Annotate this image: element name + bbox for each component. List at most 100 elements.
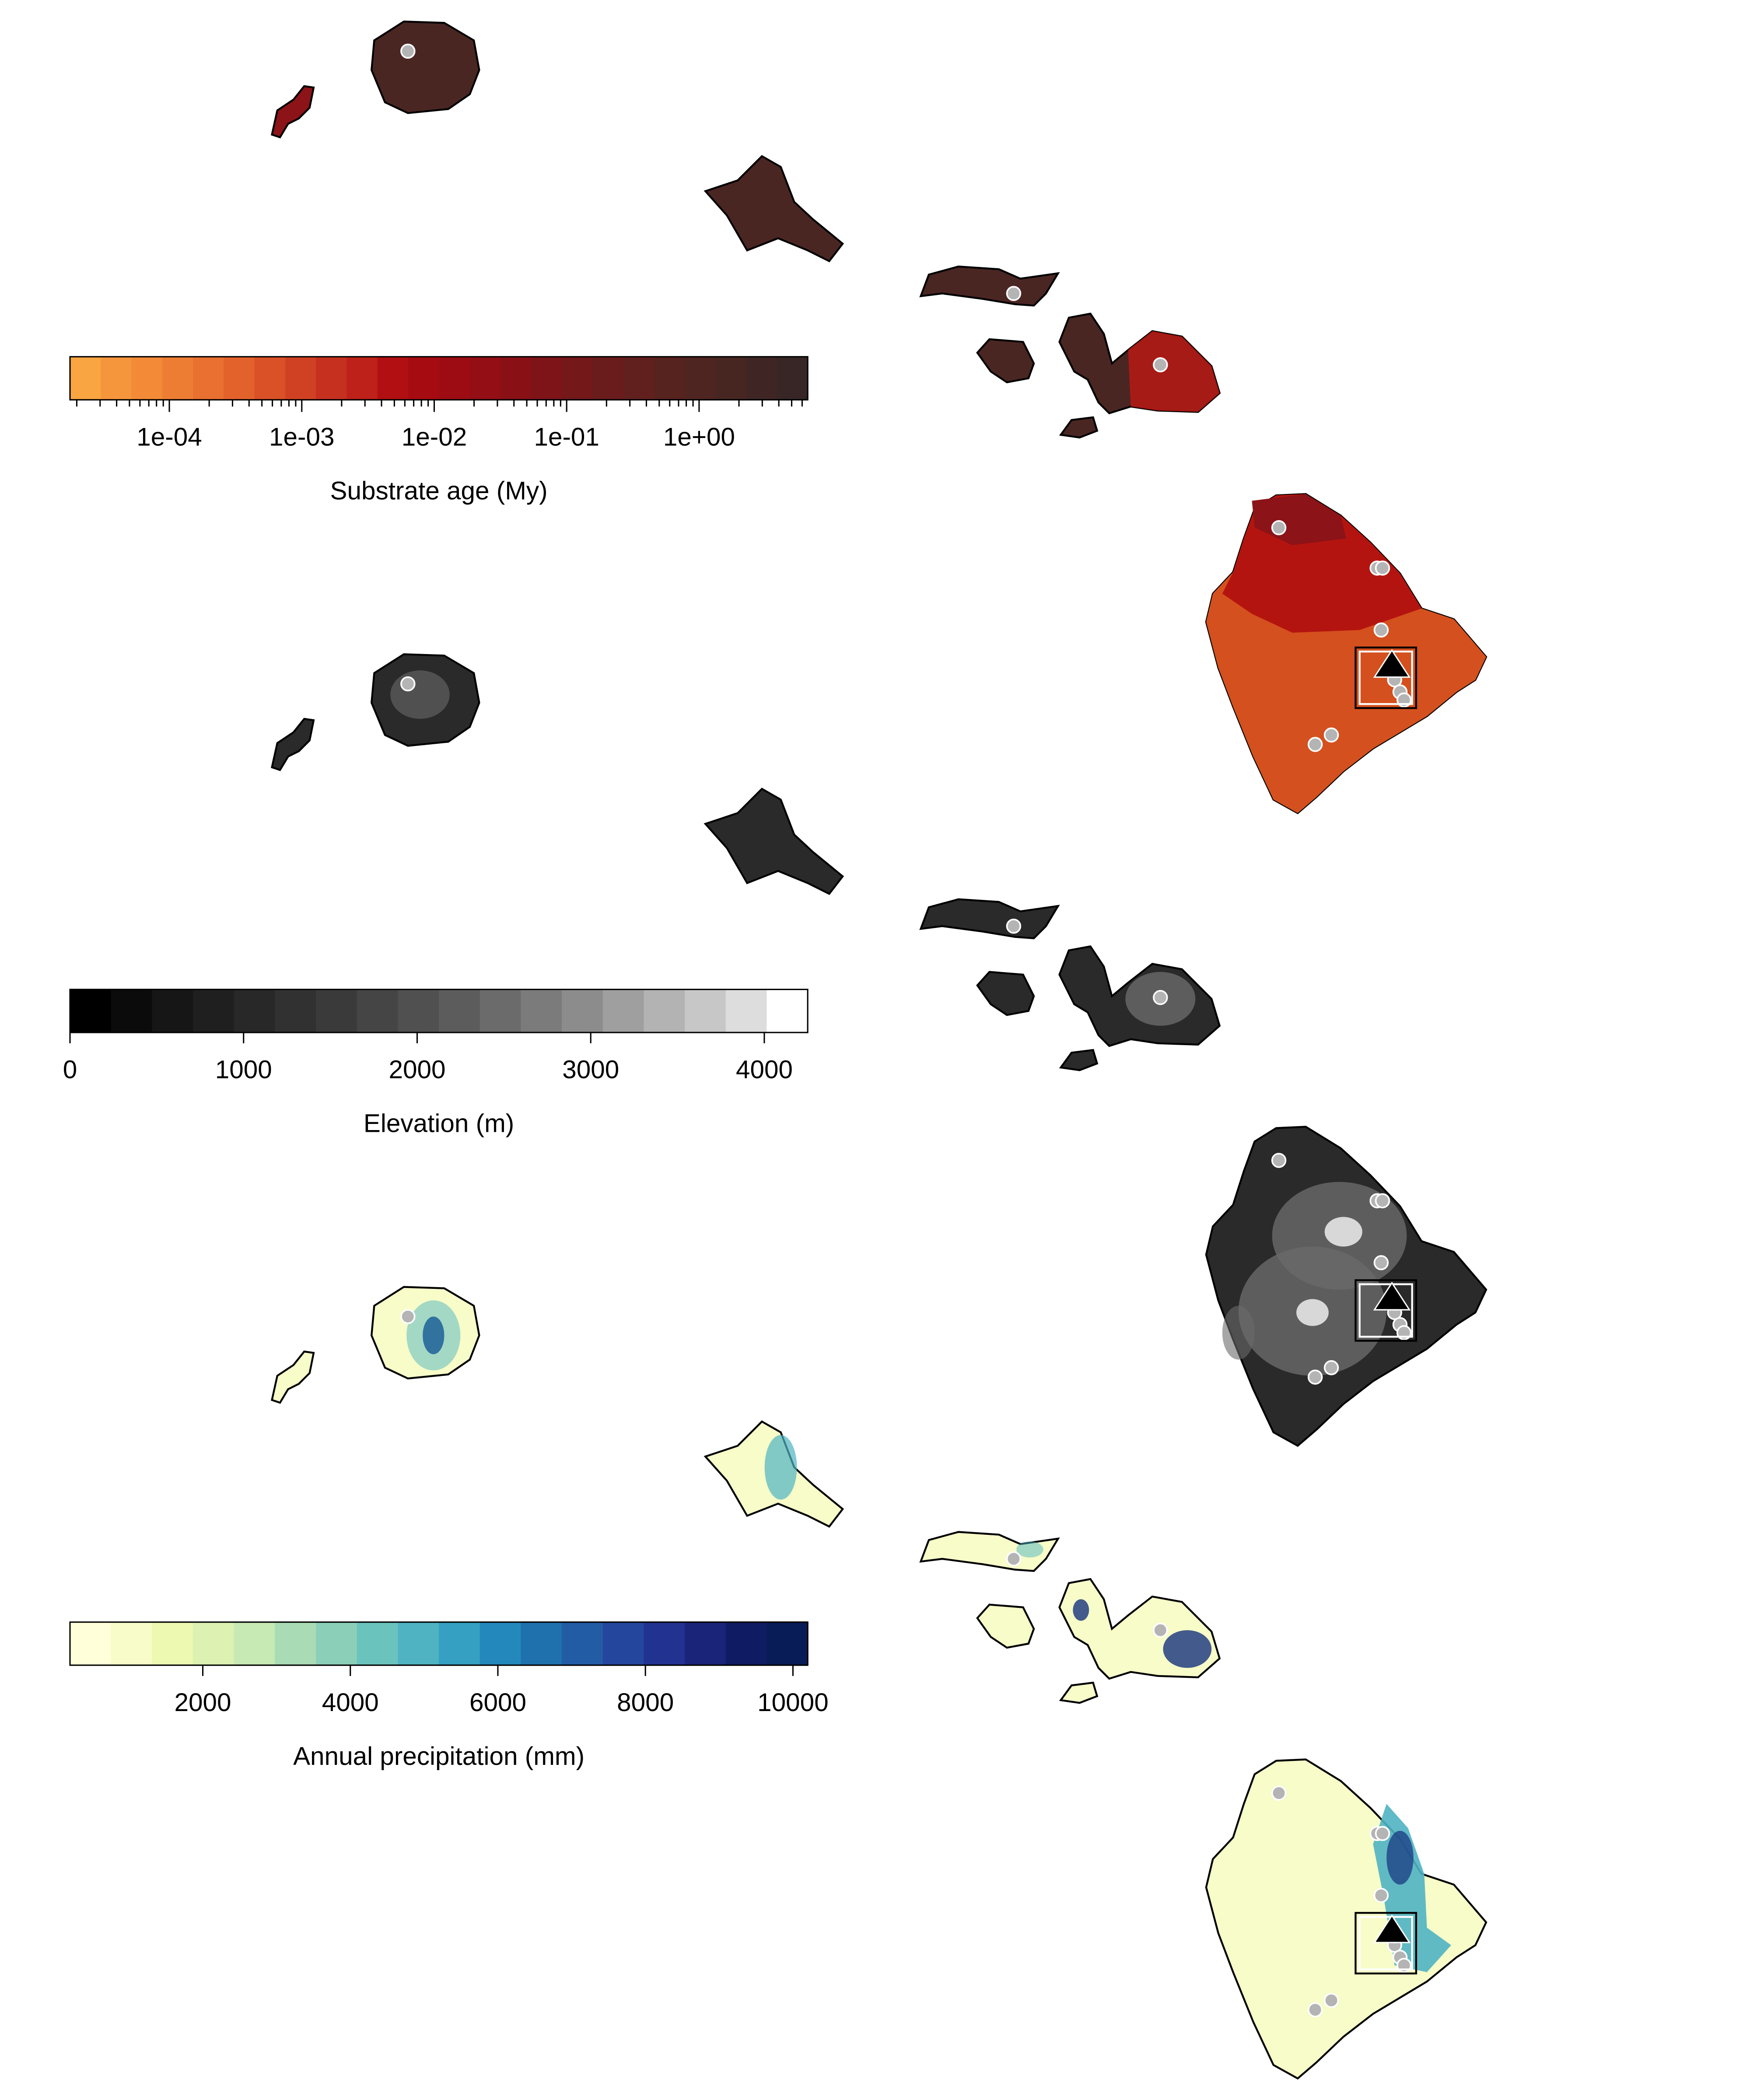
colorbar-swatch [70,357,102,400]
island-lanai [977,1605,1034,1648]
colorbar-swatch [644,1622,686,1666]
island-molokai [921,899,1058,938]
colorbar-swatch [224,357,256,400]
colorbar-swatch [623,357,655,400]
maui-wettest [1163,1630,1212,1668]
circle-marker-icon [1271,1785,1287,1801]
study-area-box [1354,1912,1418,1974]
maui-young-flows [1128,331,1220,412]
colorbar-swatch [152,1622,194,1666]
colorbar-swatch [480,1622,522,1666]
circle-marker-icon [1375,1193,1390,1208]
elevation-legend-title: Elevation (m) [364,1110,514,1138]
colorbar-swatch [111,989,153,1032]
colorbar-tick-label: 2000 [388,1056,445,1084]
west-maui-wettest [1073,1599,1089,1621]
colorbar-swatch [357,989,399,1032]
colorbar-swatch [766,989,808,1032]
circle-marker-icon [1006,918,1022,934]
colorbar-swatch [101,357,133,400]
colorbar-swatch [275,989,317,1032]
colorbar-swatch [531,357,563,400]
island-lanai [977,972,1034,1015]
kauai-summit [390,670,450,719]
island-kahoolawe [1061,417,1097,438]
colorbar-tick-label: 1e-04 [136,423,202,451]
precipitation-legend-title: Annual precipitation (mm) [293,1742,584,1771]
colorbar-swatch [408,357,440,400]
circle-marker-icon [1153,990,1168,1005]
study-area-box [1354,646,1418,709]
circle-marker-icon [400,676,416,692]
circle-marker-icon [1375,560,1390,576]
circle-marker-icon [1006,286,1022,301]
circle-marker-icon [1153,357,1168,373]
colorbar-swatch [685,989,727,1032]
study-area-box [1354,1279,1418,1342]
island-kauai [371,21,479,113]
colorbar-swatch [111,1622,153,1666]
circle-marker-icon [1271,1153,1287,1168]
study-area-box-inner [1358,651,1413,705]
colorbar-tick-label: 6000 [469,1688,526,1717]
island-molokai [921,266,1058,305]
colorbar-swatch [70,989,112,1032]
hualalai-slope [1222,1306,1255,1360]
circle-marker-icon [1006,1551,1022,1567]
colorbar-swatch [346,357,378,400]
colorbar-swatch [254,357,286,400]
colorbar-swatch [592,357,624,400]
circle-marker-icon [1271,520,1287,536]
circle-marker-icon [1153,1622,1168,1638]
triangle-marker-icon [1373,1281,1411,1311]
hilo-wettest [1386,1830,1414,1885]
circle-marker-icon [1375,1826,1390,1841]
circle-marker-icon [1373,1255,1389,1270]
circle-marker-icon [1323,727,1339,743]
colorbar-swatch [152,989,194,1032]
colorbar-swatch [685,357,716,400]
circle-marker-icon [1373,1888,1389,1903]
colorbar-swatch [377,357,409,400]
colorbar-swatch [398,1622,440,1666]
colorbar-tick-label: 1e+00 [663,423,735,451]
colorbar-swatch [398,989,440,1032]
colorbar-swatch [521,989,563,1032]
triangle-marker-icon [1373,1914,1411,1943]
island-hawaii [1206,1760,1486,2079]
colorbar-swatch [193,357,224,400]
study-area-box-inner [1358,1283,1413,1338]
colorbar-swatch [275,1622,317,1666]
colorbar-swatch [162,357,194,400]
island-niihau [272,719,314,770]
colorbar-swatch [131,357,163,400]
oahu-wet-zone [764,1435,797,1500]
colorbar-tick-label: 0 [63,1056,77,1084]
colorbar-swatch [644,989,686,1032]
colorbar-swatch [316,1622,358,1666]
colorbar-swatch [685,1622,727,1666]
colorbar-swatch [725,989,768,1032]
colorbar-swatch [562,989,604,1032]
island-kahoolawe [1061,1050,1097,1070]
colorbar-tick-label: 8000 [617,1688,674,1717]
colorbar-swatch [562,1622,604,1666]
colorbar-swatch [193,1622,235,1666]
colorbar-frame [69,989,808,1033]
colorbar-swatch [602,1622,644,1666]
colorbar-tick-label: 4000 [736,1056,793,1084]
island-oahu [705,156,843,261]
colorbar-tick-label: 3000 [562,1056,619,1084]
colorbar-swatch [500,357,532,400]
colorbar-swatch [316,357,347,400]
colorbar-swatch [562,357,593,400]
colorbar-swatch [439,989,481,1032]
colorbar-swatch [70,1622,112,1666]
circle-marker-icon [400,43,416,59]
circle-marker-icon [1323,1360,1339,1376]
colorbar-swatch [234,1622,276,1666]
colorbar-tick-label: 10000 [757,1688,829,1717]
colorbar-tick-label: 1e-01 [534,423,599,451]
colorbar-swatch [766,1622,808,1666]
